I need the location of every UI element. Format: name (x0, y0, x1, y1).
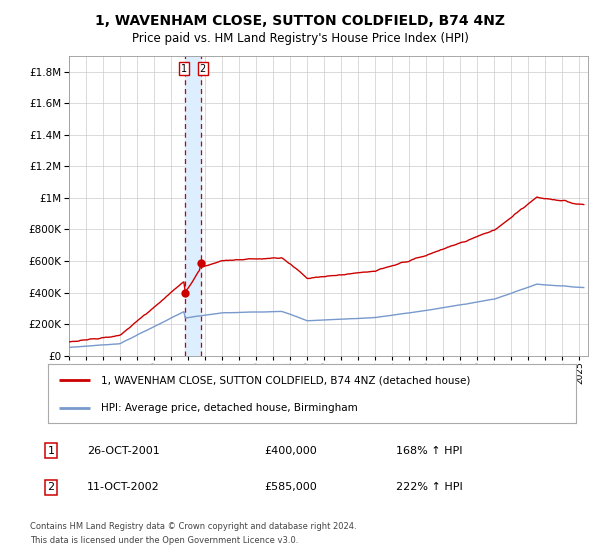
Bar (185, 56, 202, 356)
Text: 1: 1 (47, 446, 55, 456)
Text: 1: 1 (181, 64, 187, 73)
Text: 26-OCT-2001: 26-OCT-2001 (87, 446, 160, 456)
Text: 168% ↑ HPI: 168% ↑ HPI (396, 446, 463, 456)
Text: 222% ↑ HPI: 222% ↑ HPI (396, 482, 463, 492)
Text: HPI: Average price, detached house, Birmingham: HPI: Average price, detached house, Birm… (101, 403, 358, 413)
Text: This data is licensed under the Open Government Licence v3.0.: This data is licensed under the Open Gov… (30, 536, 298, 545)
Text: Price paid vs. HM Land Registry's House Price Index (HPI): Price paid vs. HM Land Registry's House … (131, 32, 469, 45)
Text: Contains HM Land Registry data © Crown copyright and database right 2024.: Contains HM Land Registry data © Crown c… (30, 522, 356, 531)
Text: 1, WAVENHAM CLOSE, SUTTON COLDFIELD, B74 4NZ: 1, WAVENHAM CLOSE, SUTTON COLDFIELD, B74… (95, 14, 505, 28)
Text: 11-OCT-2002: 11-OCT-2002 (87, 482, 160, 492)
Text: £585,000: £585,000 (264, 482, 317, 492)
Text: 2: 2 (200, 64, 206, 73)
Text: 1, WAVENHAM CLOSE, SUTTON COLDFIELD, B74 4NZ (detached house): 1, WAVENHAM CLOSE, SUTTON COLDFIELD, B74… (101, 375, 470, 385)
Text: 2: 2 (47, 482, 55, 492)
Text: £400,000: £400,000 (264, 446, 317, 456)
